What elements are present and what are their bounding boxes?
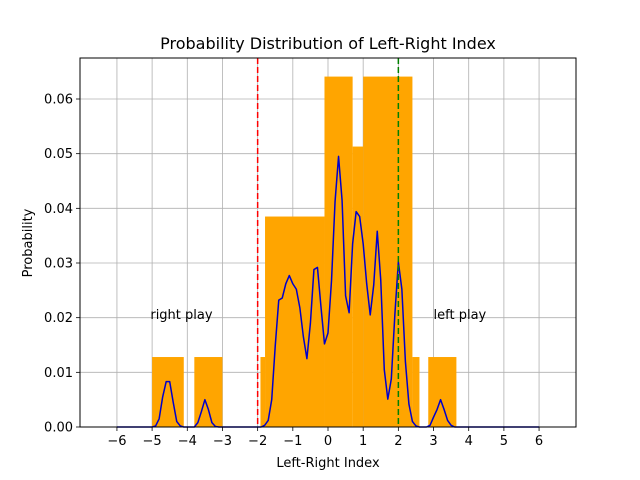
x-tick-label: 6: [535, 434, 543, 449]
axis-ticks: −6 −5 −4 −3 −2 −1 0 1 2 3 4 5 6 0.00 0.01 0.02 0.03 0.04 0…: [44, 93, 543, 450]
histogram-bar: [324, 76, 353, 427]
y-tick-label: 0.04: [44, 202, 73, 217]
x-tick-label: 3: [429, 434, 437, 449]
x-tick-label: 4: [465, 434, 473, 449]
x-tick-label: −2: [248, 434, 267, 449]
x-tick-label: 2: [394, 434, 402, 449]
x-axis-label: Left-Right Index: [276, 456, 380, 471]
histogram-bar: [428, 357, 457, 427]
histogram-bar: [352, 146, 364, 427]
x-tick-label: −1: [283, 434, 302, 449]
y-tick-label: 0.02: [44, 311, 73, 326]
x-tick-label: −5: [143, 434, 162, 449]
chart-title: Probability Distribution of Left-Right I…: [160, 34, 496, 53]
x-tick-label: 1: [359, 434, 367, 449]
histogram-bars: [152, 76, 457, 427]
annotation-label: right play: [150, 308, 213, 323]
histogram-bar: [363, 76, 413, 427]
x-tick-label: 0: [324, 434, 332, 449]
y-tick-label: 0.01: [44, 366, 73, 381]
x-tick-label: −3: [213, 434, 232, 449]
y-tick-label: 0.05: [44, 147, 73, 162]
x-tick-label: 5: [500, 434, 508, 449]
x-tick-label: −6: [107, 434, 126, 449]
annotations: right play left play: [150, 308, 486, 323]
annotation-label: left play: [434, 308, 487, 323]
histogram-bar: [265, 216, 325, 427]
y-axis-label: Probability: [21, 208, 36, 277]
histogram-bar: [194, 357, 223, 427]
y-tick-label: 0.06: [44, 93, 73, 108]
histogram-bar: [260, 357, 266, 427]
histogram-bar: [152, 357, 184, 427]
y-tick-label: 0.00: [44, 421, 73, 436]
x-tick-label: −4: [178, 434, 197, 449]
histogram-bar: [412, 357, 420, 427]
reference-lines: [256, 58, 400, 427]
y-tick-label: 0.03: [44, 257, 73, 272]
